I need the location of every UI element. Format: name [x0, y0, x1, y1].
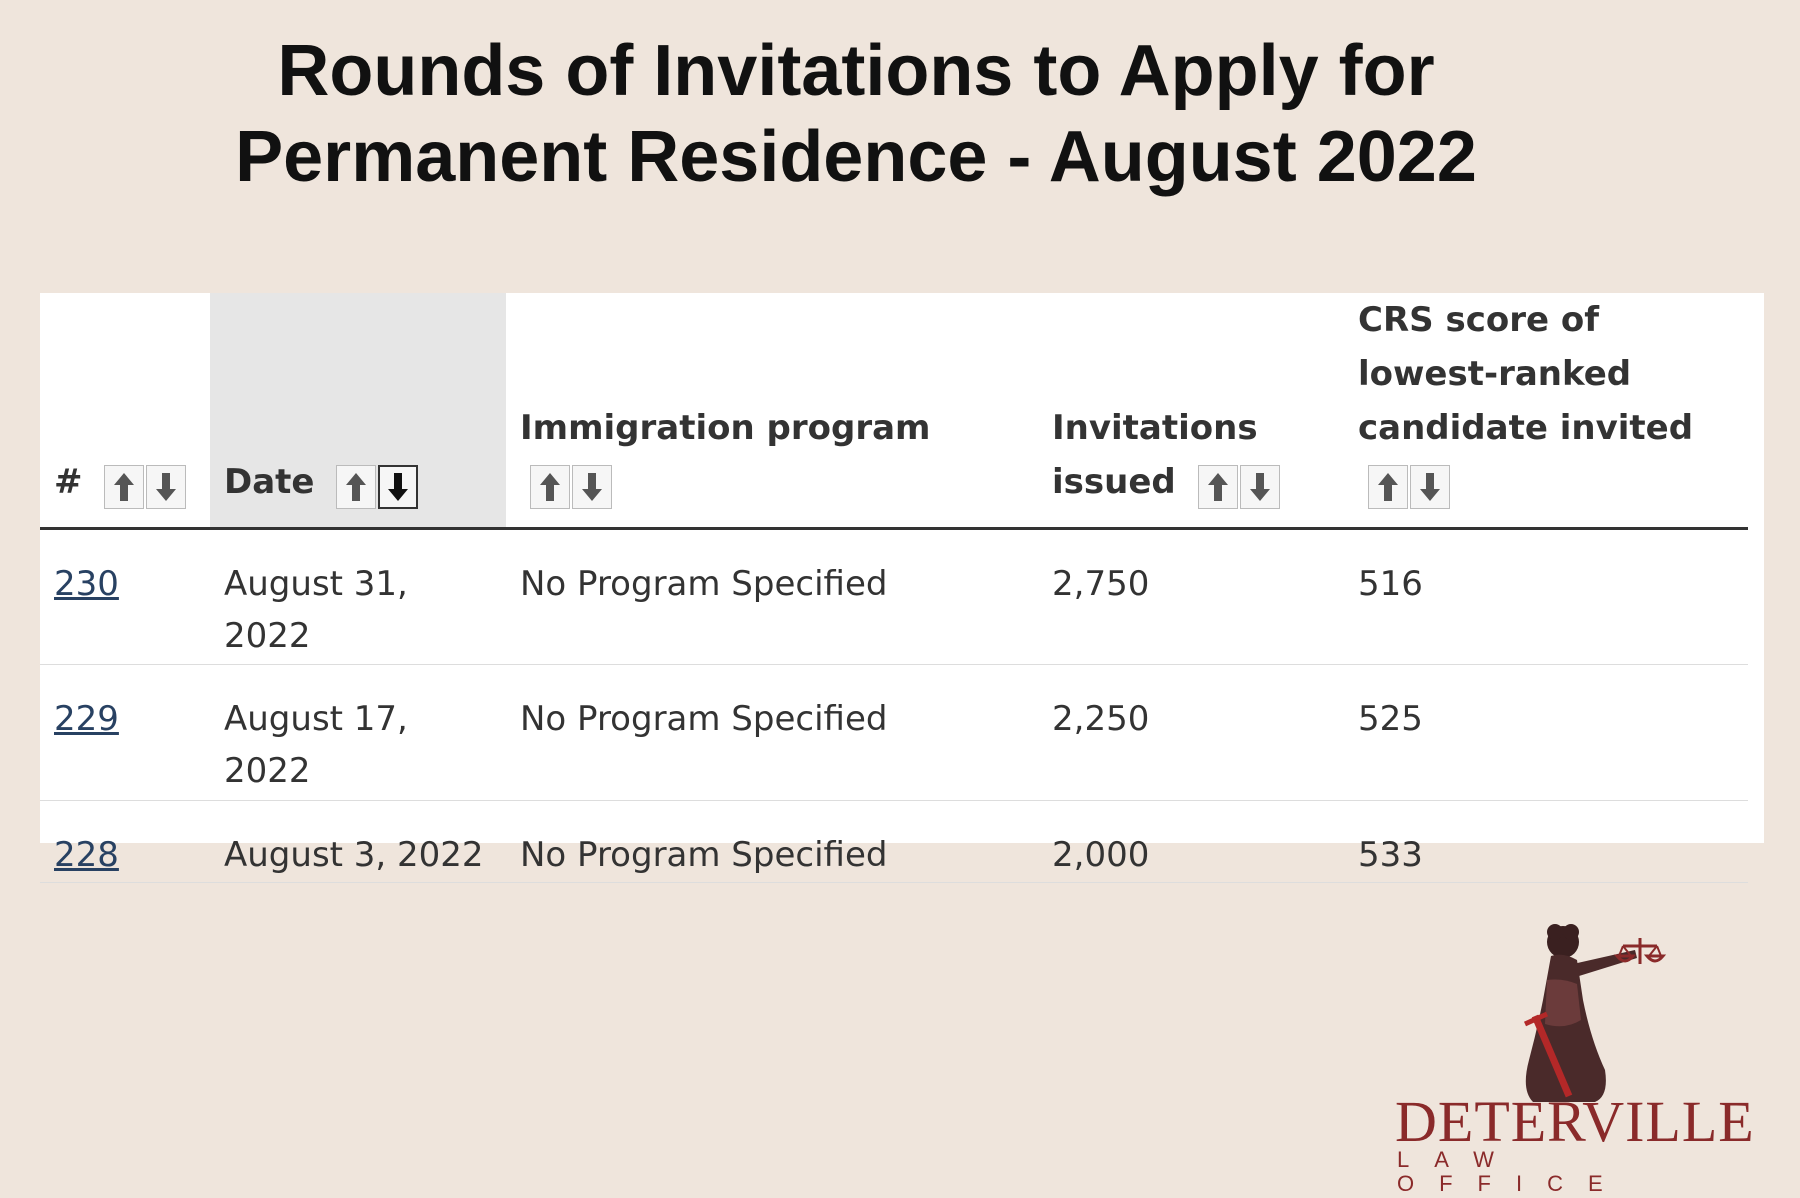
sort-descending-button[interactable] [1239, 465, 1280, 509]
column-header-label: Immigration program [520, 408, 931, 448]
page-title-line-1: Rounds of Invitations to Apply for [277, 31, 1435, 111]
sort-ascending-button[interactable] [1197, 465, 1238, 509]
cell-program: No Program Specified [506, 664, 1038, 801]
table-row: 230 August 31, 2022 No Program Specified… [40, 528, 1748, 665]
deterville-logo: DETERVILLE LAW OFFICE [1395, 910, 1755, 1196]
lady-justice-icon [1523, 924, 1667, 1102]
page-title-line-2: Permanent Residence - August 2022 [235, 117, 1477, 197]
round-link[interactable]: 230 [54, 564, 119, 604]
cell-program: No Program Specified [506, 800, 1038, 883]
page-title: Rounds of Invitations to Apply for Perma… [0, 28, 1712, 200]
column-header-label: Invitations issued [1052, 408, 1258, 502]
cell-date: August 17, 2022 [210, 664, 506, 801]
sort-ascending-button[interactable] [530, 465, 570, 509]
cell-invitations: 2,750 [1038, 528, 1344, 665]
cell-invitations: 2,000 [1038, 800, 1344, 883]
column-header-crs: CRS score of lowest-ranked candidate inv… [1344, 293, 1748, 530]
arrow-down-icon [156, 473, 177, 501]
arrow-up-icon [346, 473, 367, 501]
logo-subtitle: LAW OFFICE [1397, 1147, 1628, 1196]
sort-ascending-button[interactable] [104, 465, 145, 509]
table-row: 229 August 17, 2022 No Program Specified… [40, 664, 1748, 801]
cell-date: August 31, 2022 [210, 528, 506, 665]
cell-date: August 3, 2022 [210, 800, 506, 883]
column-header-number: # [40, 293, 210, 530]
arrow-down-icon [1420, 473, 1440, 501]
column-header-date: Date [210, 293, 506, 530]
cell-crs: 525 [1344, 664, 1748, 801]
column-header-label: Date [224, 462, 315, 502]
rounds-table-card: # Date [40, 293, 1764, 883]
round-link[interactable]: 228 [54, 835, 119, 875]
logo-name: DETERVILLE [1395, 1089, 1755, 1154]
arrow-down-icon [582, 473, 602, 501]
arrow-down-icon [388, 473, 409, 501]
table-row: 228 August 3, 2022 No Program Specified … [40, 800, 1748, 883]
column-header-invitations: Invitations issued [1038, 293, 1344, 530]
round-link[interactable]: 229 [54, 699, 119, 739]
sort-descending-button[interactable] [1410, 465, 1450, 509]
arrow-up-icon [1207, 473, 1228, 501]
column-header-label: # [54, 462, 83, 502]
cell-program: No Program Specified [506, 528, 1038, 665]
cell-number: 229 [40, 664, 210, 801]
arrow-up-icon [540, 473, 560, 501]
sort-descending-button[interactable] [146, 465, 187, 509]
column-header-program: Immigration program [506, 293, 1038, 530]
cell-crs: 533 [1344, 800, 1748, 883]
cell-invitations: 2,250 [1038, 664, 1344, 801]
sort-descending-button[interactable] [572, 465, 612, 509]
sort-descending-button-active[interactable] [378, 465, 419, 509]
arrow-down-icon [1249, 473, 1270, 501]
column-header-label: CRS score of lowest-ranked candidate inv… [1358, 300, 1694, 448]
cell-number: 230 [40, 528, 210, 665]
arrow-up-icon [1378, 473, 1398, 501]
sort-ascending-button[interactable] [336, 465, 377, 509]
arrow-up-icon [114, 473, 135, 501]
sort-ascending-button[interactable] [1368, 465, 1408, 509]
rounds-table: # Date [40, 293, 1748, 883]
cell-crs: 516 [1344, 528, 1748, 665]
table-header-row: # Date [40, 293, 1748, 530]
cell-number: 228 [40, 800, 210, 883]
